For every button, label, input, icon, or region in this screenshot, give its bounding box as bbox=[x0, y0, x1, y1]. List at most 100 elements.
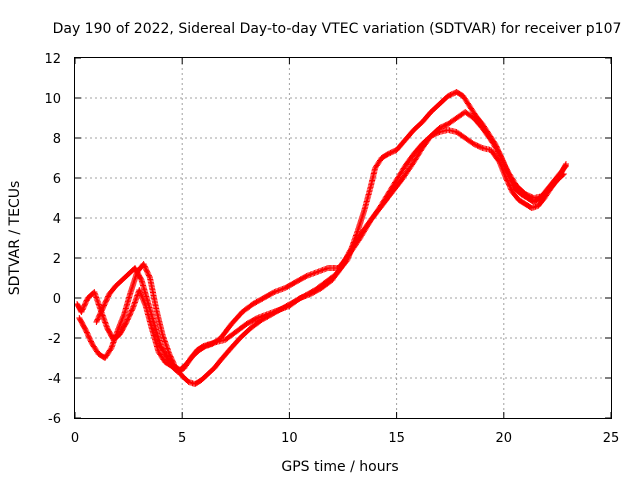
data-point-segment bbox=[367, 166, 378, 189]
data-point-segment bbox=[177, 362, 189, 373]
data-point-segment bbox=[149, 327, 162, 354]
data-point-segment bbox=[357, 218, 374, 241]
data-point-segment bbox=[217, 322, 234, 341]
data-point bbox=[562, 161, 569, 167]
data-point-segment bbox=[419, 134, 433, 151]
data-point-segment bbox=[222, 329, 238, 343]
data-point-segment bbox=[346, 236, 363, 257]
data-point-segment bbox=[140, 261, 153, 280]
data-point-segment bbox=[153, 307, 166, 338]
data-point-segment bbox=[378, 151, 390, 161]
data-point-segment bbox=[247, 317, 264, 331]
data-point-segment bbox=[505, 169, 519, 188]
x-tick-label: 5 bbox=[178, 431, 186, 446]
data-point-segment bbox=[472, 113, 485, 126]
data-point-segment bbox=[217, 348, 232, 363]
data-point-segment bbox=[196, 343, 208, 353]
data-point-segment bbox=[159, 333, 172, 356]
data-point-segment bbox=[243, 315, 259, 327]
y-tick-label: 10 bbox=[44, 92, 61, 107]
data-point-segment bbox=[142, 303, 155, 332]
data-point-segment bbox=[290, 293, 307, 305]
axis-ticks: 0 5 10 15 20 25 -6 -4 -2 0 2 4 6 8 10 12 bbox=[44, 52, 619, 446]
grid bbox=[75, 58, 611, 418]
data-point-segment bbox=[470, 115, 485, 130]
data-point-segment bbox=[402, 128, 416, 143]
x-tick-label: 25 bbox=[603, 431, 620, 446]
data-point-segment bbox=[361, 184, 374, 213]
data-point-segment bbox=[372, 156, 384, 171]
data-point-segment bbox=[445, 115, 459, 127]
data-point-segment bbox=[487, 137, 502, 156]
data-point-segment bbox=[496, 151, 511, 174]
data-point-segment bbox=[144, 299, 157, 326]
data-point-segment bbox=[93, 306, 106, 325]
data-point-segment bbox=[209, 335, 223, 347]
data-point-segment bbox=[367, 204, 384, 223]
data-point-segment bbox=[232, 321, 249, 335]
data-point-segment bbox=[539, 186, 553, 199]
data-point-segment bbox=[280, 299, 296, 311]
y-tick-label: 12 bbox=[44, 52, 61, 67]
data-point-segment bbox=[314, 265, 330, 275]
data-point-segment bbox=[269, 305, 285, 317]
data-point-segment bbox=[136, 287, 149, 308]
y-axis-label: SDTVAR / TECUs bbox=[7, 181, 23, 296]
y-tick-label: 2 bbox=[53, 252, 61, 267]
data-point-segment bbox=[535, 196, 547, 209]
data-point-segment bbox=[502, 175, 515, 194]
data-point-segment bbox=[479, 125, 494, 142]
data-point-segment bbox=[511, 185, 523, 196]
data-point-segment bbox=[466, 103, 479, 118]
data-point-segment bbox=[402, 152, 416, 169]
data-point-segment bbox=[419, 110, 433, 125]
data-point-segment bbox=[179, 373, 191, 384]
y-tick-label: 0 bbox=[53, 292, 61, 307]
data-point-segment bbox=[378, 190, 395, 209]
data-point-segment bbox=[147, 275, 160, 312]
data-point-segment bbox=[427, 102, 442, 115]
data-point-segment bbox=[198, 372, 210, 383]
data-point-segment bbox=[556, 162, 569, 179]
data-point-segment bbox=[155, 349, 168, 364]
y-tick-label: -2 bbox=[48, 332, 61, 347]
data-point-segment bbox=[192, 377, 204, 387]
data-point-segment bbox=[515, 197, 528, 207]
data-point-segment bbox=[509, 189, 521, 202]
data-point-segment bbox=[393, 138, 408, 153]
data-point-segment bbox=[99, 292, 112, 311]
data-point-segment bbox=[496, 159, 509, 180]
data-point-segment bbox=[400, 160, 416, 181]
plot-frame bbox=[74, 57, 612, 419]
data-point-segment bbox=[114, 312, 127, 333]
data-point-segment bbox=[78, 296, 91, 315]
x-tick-label: 0 bbox=[71, 431, 79, 446]
data-point-segment bbox=[460, 93, 472, 108]
data-point-segment bbox=[106, 284, 118, 297]
data-point-segment bbox=[487, 147, 502, 164]
data-point-segment bbox=[117, 320, 129, 337]
series-2 bbox=[76, 127, 567, 387]
data-point-segment bbox=[211, 358, 223, 371]
data-point-segment bbox=[183, 354, 195, 367]
data-point-segment bbox=[102, 346, 114, 361]
data-point-segment bbox=[322, 271, 339, 285]
data-point-segment bbox=[250, 295, 266, 307]
data-point-segment bbox=[151, 321, 164, 348]
data-points bbox=[74, 89, 569, 387]
data-point-segment bbox=[204, 366, 217, 377]
data-point-segment bbox=[312, 279, 328, 293]
data-point-segment bbox=[121, 290, 134, 317]
data-point-segment bbox=[453, 129, 467, 141]
data-point-segment bbox=[389, 176, 406, 195]
data-point-segment bbox=[82, 327, 95, 346]
x-axis-label: GPS time / hours bbox=[281, 459, 398, 475]
data-point-segment bbox=[237, 326, 253, 341]
data-point-segment bbox=[91, 289, 104, 312]
series-3 bbox=[93, 109, 569, 373]
data-point-segment bbox=[132, 265, 144, 282]
data-point-segment bbox=[462, 135, 476, 147]
y-tick-label: 6 bbox=[53, 172, 61, 187]
data-point-segment bbox=[301, 287, 317, 299]
